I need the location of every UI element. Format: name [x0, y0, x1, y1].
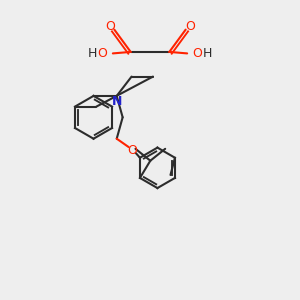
Text: O: O — [193, 47, 202, 60]
Text: O: O — [105, 20, 115, 33]
Text: O: O — [127, 143, 137, 157]
Text: H: H — [203, 47, 212, 60]
Text: N: N — [112, 95, 122, 108]
Text: O: O — [98, 47, 107, 60]
Text: O: O — [185, 20, 195, 33]
Text: H: H — [88, 47, 97, 60]
